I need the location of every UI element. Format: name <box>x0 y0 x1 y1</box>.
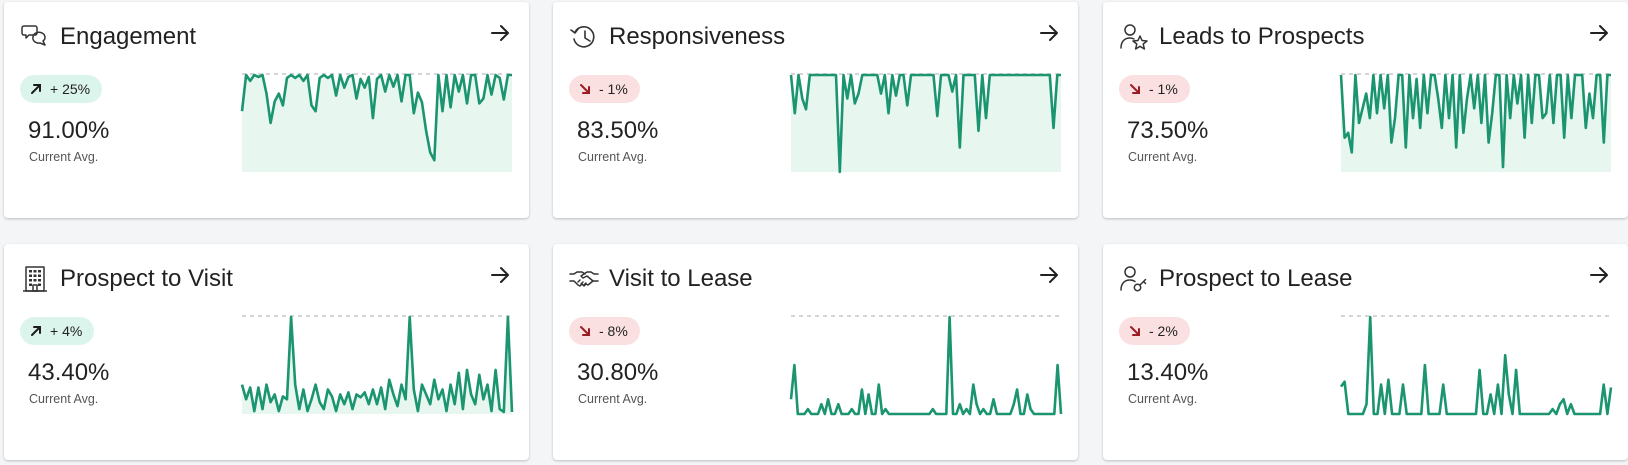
handshake-icon <box>569 264 599 294</box>
card-title: Prospect to Visit <box>60 265 233 292</box>
trend-down-arrow-icon <box>1130 326 1140 336</box>
card-title: Leads to Prospects <box>1159 23 1365 50</box>
sparkline-svg <box>1339 315 1613 416</box>
arrow-right-icon[interactable] <box>1036 20 1062 46</box>
trend-label: + 25% <box>50 81 91 97</box>
trend-down-arrow-icon <box>580 84 590 94</box>
sparkline-svg <box>789 73 1061 174</box>
trend-label: - 1% <box>1149 81 1178 97</box>
current-average-label: Current Avg. <box>578 392 648 406</box>
trend-down-arrow-icon <box>1130 84 1140 94</box>
trend-badge: + 4% <box>20 317 95 345</box>
arrow-right-icon[interactable] <box>1586 262 1612 288</box>
current-average-label: Current Avg. <box>1128 150 1198 164</box>
sparkline-series-line <box>240 315 514 414</box>
trend-up-arrow-icon <box>31 326 41 336</box>
card-title: Engagement <box>60 23 197 50</box>
current-average-value: 30.80% <box>577 359 659 386</box>
trend-badge: + 25% <box>20 75 103 103</box>
sparkline-series-line <box>789 315 1063 416</box>
metric-card-visit-to-lease: Visit to Lease - 8% 30.80% Current Avg. <box>553 244 1078 460</box>
arrow-right-icon[interactable] <box>487 262 513 288</box>
sparkline-chart <box>240 314 514 418</box>
metric-card-prospect-to-lease: Prospect to Lease - 2% 13.40% Current Av… <box>1103 244 1628 460</box>
current-average-value: 73.50% <box>1127 117 1209 144</box>
building-icon <box>20 264 50 294</box>
sparkline-chart <box>1339 314 1613 418</box>
sparkline-chart <box>240 72 512 176</box>
sparkline-series-line <box>789 73 1061 174</box>
history-clock-icon <box>569 22 599 52</box>
trend-badge: - 1% <box>569 75 640 103</box>
sparkline-chart <box>789 72 1061 176</box>
trend-badge: - 2% <box>1119 317 1190 345</box>
card-title: Prospect to Lease <box>1159 265 1353 292</box>
sparkline-svg <box>1339 73 1611 172</box>
person-star-icon <box>1119 22 1149 52</box>
metric-card-prospect-to-visit: Prospect to Visit + 4% 43.40% Current Av… <box>4 244 529 460</box>
current-average-value: 91.00% <box>28 117 110 144</box>
trend-down-arrow-icon <box>580 326 590 336</box>
chat-bubbles-icon <box>20 22 50 52</box>
trend-label: + 4% <box>50 323 83 339</box>
sparkline-chart <box>789 314 1063 418</box>
current-average-label: Current Avg. <box>29 150 99 164</box>
sparkline-svg <box>240 315 514 414</box>
sparkline-svg <box>789 315 1063 416</box>
trend-badge: - 8% <box>569 317 640 345</box>
arrow-right-icon[interactable] <box>1036 262 1062 288</box>
trend-badge: - 1% <box>1119 75 1190 103</box>
sparkline-area <box>791 75 1061 172</box>
metric-card-responsiveness: Responsiveness - 1% 83.50% Current Avg. <box>553 2 1078 218</box>
sparkline-series-line <box>1339 73 1611 169</box>
current-average-value: 13.40% <box>1127 359 1209 386</box>
card-title: Responsiveness <box>609 23 786 50</box>
current-average-label: Current Avg. <box>29 392 99 406</box>
current-average-label: Current Avg. <box>578 150 648 164</box>
sparkline-series-line <box>1339 315 1613 416</box>
sparkline-chart <box>1339 72 1611 176</box>
card-title: Visit to Lease <box>609 265 753 292</box>
metric-card-engagement: Engagement + 25% 91.00% Current Avg. <box>4 2 529 218</box>
sparkline-series-line <box>240 73 512 162</box>
trend-label: - 2% <box>1149 323 1178 339</box>
current-average-label: Current Avg. <box>1128 392 1198 406</box>
person-key-icon <box>1119 264 1149 294</box>
trend-label: - 1% <box>599 81 628 97</box>
arrow-right-icon[interactable] <box>1586 20 1612 46</box>
trend-up-arrow-icon <box>31 84 41 94</box>
metric-card-leads-to-prospects: Leads to Prospects - 1% 73.50% Current A… <box>1103 2 1628 218</box>
sparkline-area <box>242 317 512 414</box>
trend-label: - 8% <box>599 323 628 339</box>
current-average-value: 43.40% <box>28 359 110 386</box>
arrow-right-icon[interactable] <box>487 20 513 46</box>
sparkline-svg <box>240 73 512 172</box>
current-average-value: 83.50% <box>577 117 659 144</box>
